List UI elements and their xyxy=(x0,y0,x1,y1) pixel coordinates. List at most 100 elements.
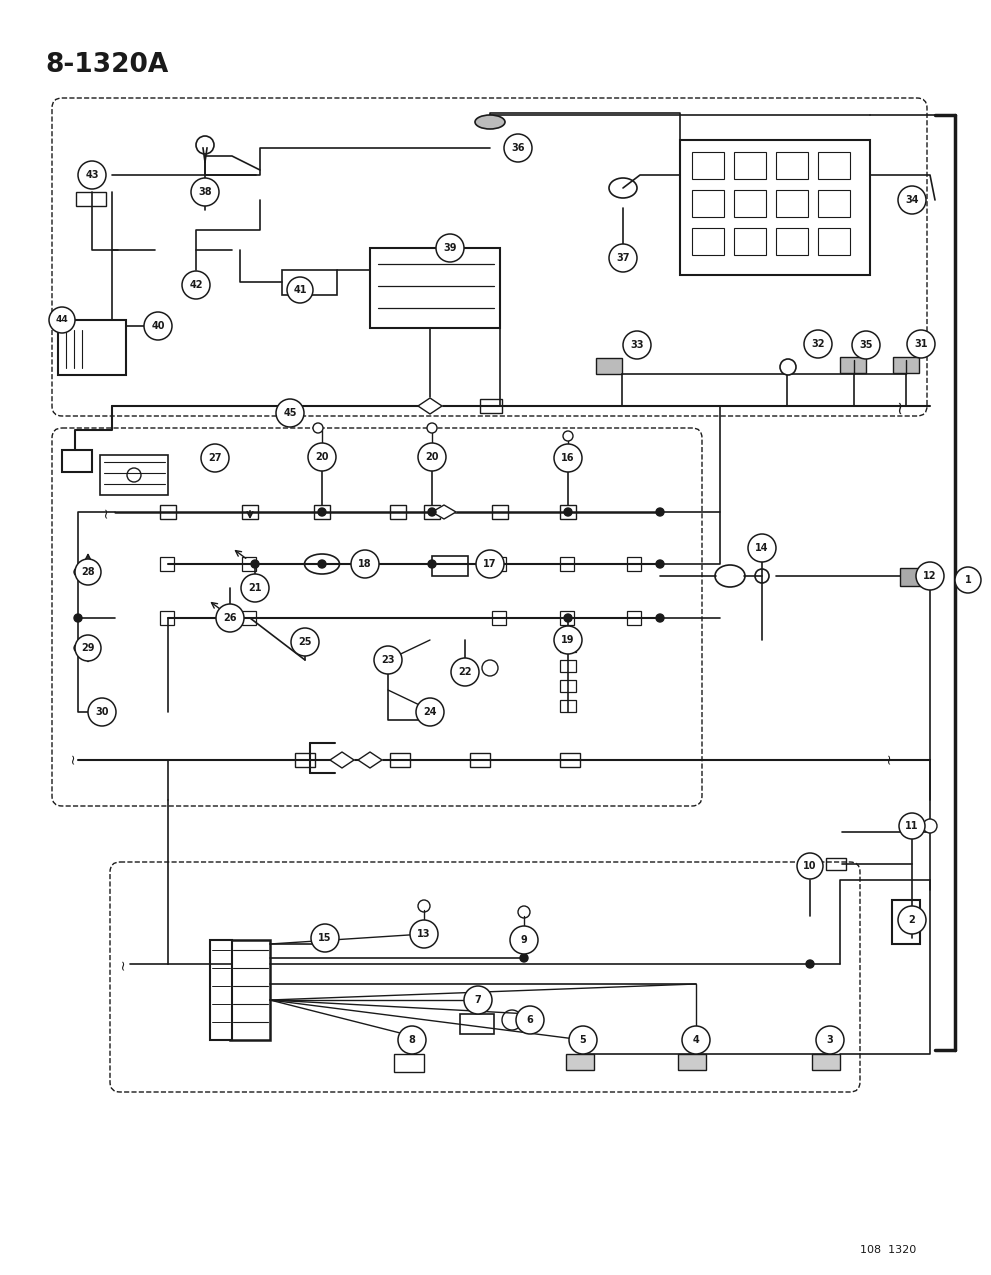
Circle shape xyxy=(564,615,572,622)
Text: 35: 35 xyxy=(859,340,873,351)
Circle shape xyxy=(291,629,319,657)
Text: 25: 25 xyxy=(298,638,312,646)
Text: ~: ~ xyxy=(66,752,80,764)
Bar xyxy=(826,858,846,870)
Text: ~: ~ xyxy=(116,959,130,970)
Text: 45: 45 xyxy=(283,408,296,418)
Circle shape xyxy=(748,534,776,562)
Bar xyxy=(776,152,808,179)
Bar xyxy=(818,228,850,255)
Bar xyxy=(734,152,766,179)
Circle shape xyxy=(276,399,304,427)
Text: 9: 9 xyxy=(520,935,527,945)
Text: 24: 24 xyxy=(423,708,437,717)
Bar xyxy=(560,505,576,519)
Circle shape xyxy=(780,360,796,375)
Circle shape xyxy=(554,444,582,472)
Circle shape xyxy=(78,161,106,189)
Circle shape xyxy=(520,954,528,963)
Ellipse shape xyxy=(475,115,505,129)
Bar xyxy=(295,754,315,768)
Circle shape xyxy=(682,1026,710,1054)
Bar xyxy=(160,557,174,571)
Circle shape xyxy=(351,550,379,578)
Text: 27: 27 xyxy=(208,453,222,463)
Circle shape xyxy=(418,442,446,470)
Text: 43: 43 xyxy=(85,170,99,180)
Text: ~: ~ xyxy=(99,506,113,518)
Text: 31: 31 xyxy=(915,339,928,349)
Text: ~: ~ xyxy=(891,399,909,413)
Bar xyxy=(390,754,410,768)
Bar xyxy=(76,193,106,207)
Bar xyxy=(812,1054,840,1070)
Bar xyxy=(242,611,256,625)
Circle shape xyxy=(88,697,116,725)
Text: 44: 44 xyxy=(55,315,68,325)
Circle shape xyxy=(563,431,573,441)
Text: 5: 5 xyxy=(580,1035,587,1046)
Circle shape xyxy=(428,507,436,516)
Circle shape xyxy=(554,626,582,654)
Circle shape xyxy=(656,560,664,567)
Text: 2: 2 xyxy=(909,915,916,924)
Circle shape xyxy=(182,272,210,300)
Text: 32: 32 xyxy=(812,339,825,349)
Text: 40: 40 xyxy=(152,321,165,332)
Bar xyxy=(314,505,330,519)
Circle shape xyxy=(806,960,814,968)
Circle shape xyxy=(476,550,504,578)
Bar xyxy=(460,1014,494,1034)
Bar xyxy=(160,611,174,625)
Bar xyxy=(492,557,506,571)
Circle shape xyxy=(907,330,935,358)
Text: 23: 23 xyxy=(382,655,394,666)
Bar xyxy=(627,557,641,571)
Circle shape xyxy=(899,813,925,839)
Circle shape xyxy=(852,332,880,360)
Polygon shape xyxy=(330,752,354,768)
Text: 29: 29 xyxy=(81,643,95,653)
Text: 1: 1 xyxy=(964,575,971,585)
Text: 42: 42 xyxy=(189,280,203,289)
Text: 14: 14 xyxy=(755,543,769,553)
Text: 18: 18 xyxy=(358,558,372,569)
Text: 13: 13 xyxy=(417,929,431,938)
Text: 39: 39 xyxy=(443,244,457,252)
Circle shape xyxy=(416,697,444,725)
Bar xyxy=(892,900,920,944)
Bar xyxy=(394,1054,424,1072)
Text: 8: 8 xyxy=(408,1035,415,1046)
Circle shape xyxy=(516,1006,544,1034)
Circle shape xyxy=(898,907,926,935)
Circle shape xyxy=(311,924,339,952)
Text: 11: 11 xyxy=(905,821,919,831)
Text: 38: 38 xyxy=(198,187,212,198)
Bar xyxy=(692,152,724,179)
Bar xyxy=(470,754,490,768)
Bar xyxy=(492,505,508,519)
Circle shape xyxy=(318,560,326,567)
Circle shape xyxy=(241,574,269,602)
Circle shape xyxy=(510,926,538,954)
Circle shape xyxy=(374,646,402,674)
Circle shape xyxy=(569,1026,597,1054)
Circle shape xyxy=(916,562,944,590)
Bar xyxy=(818,152,850,179)
Bar xyxy=(390,505,406,519)
Bar xyxy=(692,190,724,217)
Text: 37: 37 xyxy=(616,252,629,263)
Bar xyxy=(370,249,500,328)
Circle shape xyxy=(216,604,244,632)
Text: 33: 33 xyxy=(630,340,644,351)
Bar xyxy=(776,190,808,217)
Text: 4: 4 xyxy=(693,1035,700,1046)
Bar xyxy=(560,640,576,652)
Bar xyxy=(432,556,468,576)
Circle shape xyxy=(504,134,532,162)
Bar xyxy=(893,357,919,374)
Bar xyxy=(680,140,870,275)
Bar xyxy=(282,270,337,295)
Polygon shape xyxy=(418,398,442,414)
Bar xyxy=(596,358,622,374)
